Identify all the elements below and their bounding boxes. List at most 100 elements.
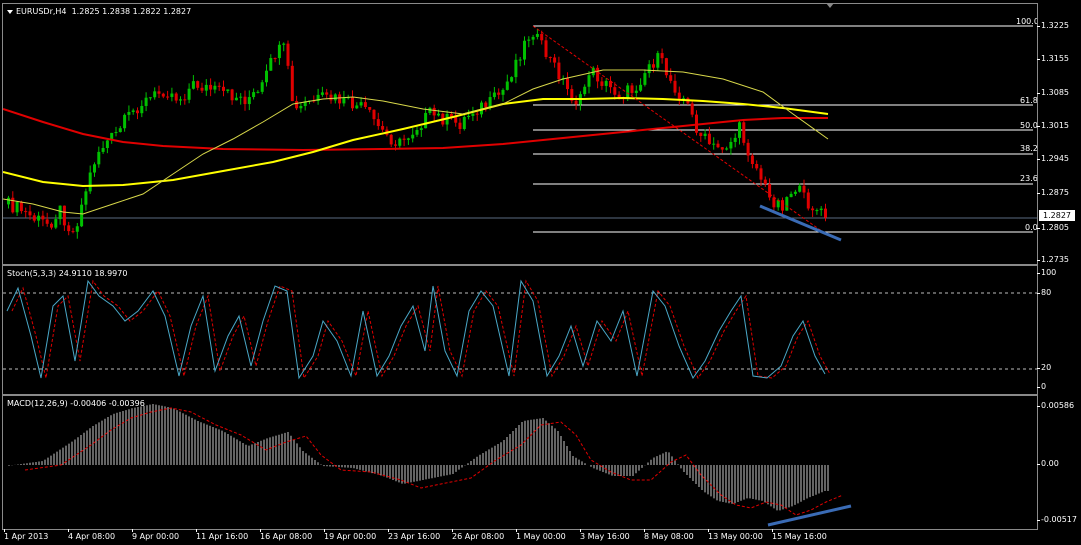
price-tick: 1.2875 [1037,188,1069,197]
price-chart-pane[interactable]: EURUSDr,H4 1.2825 1.2838 1.2822 1.2827 1… [2,3,1038,265]
candle-body [626,85,630,98]
candle-body [806,192,810,209]
ma-yellow-line [3,96,829,188]
fib-label-61-8: 61.8 [1020,96,1038,105]
candle-body [333,94,337,101]
candle-body [725,148,729,150]
candle-body [742,122,746,143]
candle-body [609,80,612,88]
candle-body [123,114,127,129]
candle-body [523,40,526,60]
candle-body [170,93,174,97]
candle-body [277,44,281,59]
candle-body [71,231,75,233]
price-tick: 1.3155 [1037,54,1069,63]
price-axis[interactable]: 1.3225 1.3155 1.3085 1.3015 1.2945 1.287… [1037,3,1081,265]
candle-body [432,107,436,116]
candle-body [583,86,587,95]
time-label: 26 Apr 08:00 [452,529,505,541]
candle-body [329,94,333,101]
candle-body [247,97,251,105]
candle-body [437,113,440,116]
candle-body [462,117,466,130]
candle-body [54,219,58,228]
candle-body [652,64,655,68]
stoch-tick: 80 [1036,288,1052,297]
candle-body [230,89,234,101]
candle-body [613,87,617,95]
candle-body [411,134,415,139]
candle-body [415,130,419,135]
time-label: 11 Apr 16:00 [196,529,249,541]
candle-body [591,67,595,76]
candle-body [406,138,410,140]
trend-line-blue [759,204,842,242]
candle-body [759,168,763,180]
candle-body [269,58,273,71]
price-chart-canvas[interactable] [3,4,1038,265]
candle-body [398,138,402,146]
candle-body [570,89,574,101]
candle-body [299,106,303,109]
candle-body [174,93,178,101]
candle-body [303,101,307,107]
candle-body [518,59,522,61]
candle-body [677,92,681,99]
candle-body [32,215,36,221]
candle-body [548,56,552,58]
candle-body [738,122,741,138]
candle-body [282,43,286,45]
chart-shift-marker-icon[interactable] [826,3,834,8]
macd-divergence-line [767,504,852,527]
candle-body [381,126,385,130]
candle-body [200,87,204,91]
candle-body [183,99,187,101]
candle-body [37,215,41,221]
macd-axis[interactable]: 0.00586 0.00 -0.00517 [1036,395,1081,530]
fib-trend-line [532,25,824,233]
ma-thin-yellow-line [3,69,829,215]
candle-body [325,92,329,95]
candle-body [157,91,161,94]
stochastic-pane[interactable]: Stoch(5,3,3) 24.9110 18.9970 [2,265,1038,395]
chart-menu-triangle-icon[interactable] [7,9,13,14]
stoch-signal-line [11,279,831,380]
candle-body [630,85,634,93]
time-label: 4 Apr 08:00 [68,529,116,541]
candle-body [488,97,492,108]
fib-label-0: 0.0 [1025,223,1038,232]
candle-body [342,97,346,104]
candle-body [596,67,600,82]
stoch-main-line [6,279,826,380]
macd-pane[interactable]: MACD(12,26,9) -0.00406 -0.00396 [2,395,1038,530]
candle-body [217,85,221,87]
macd-title: MACD(12,26,9) -0.00406 -0.00396 [7,399,145,408]
candle-body [454,116,458,123]
candle-body [355,105,359,109]
candle-body [153,91,157,98]
candle-body [110,132,114,141]
stoch-tick: 0 [1036,382,1047,391]
candle-body [484,102,488,108]
candle-body [67,225,71,232]
candle-body [617,94,621,98]
candle-body [105,140,109,149]
candle-body [733,137,737,142]
time-label: 19 Apr 00:00 [324,529,377,541]
time-label: 1 May 00:00 [516,529,566,541]
candle-body [80,204,84,227]
candle-body [815,210,819,212]
stochastic-canvas[interactable] [3,266,1038,395]
macd-canvas[interactable] [3,396,1038,530]
candle-body [492,92,496,98]
candle-body [351,97,354,109]
macd-signal-line [24,407,844,516]
fib-label-23-6: 23.6 [1020,174,1038,183]
time-axis[interactable]: 1 Apr 2013 4 Apr 08:00 9 Apr 00:00 11 Ap… [2,529,1038,545]
candle-body [204,84,208,91]
fib-label-38-2: 38.2 [1020,144,1038,153]
candle-body [480,102,483,115]
stochastic-axis[interactable]: 100 80 20 0 [1036,265,1081,395]
candle-body [475,113,479,115]
price-tick: 1.2735 [1037,255,1069,264]
